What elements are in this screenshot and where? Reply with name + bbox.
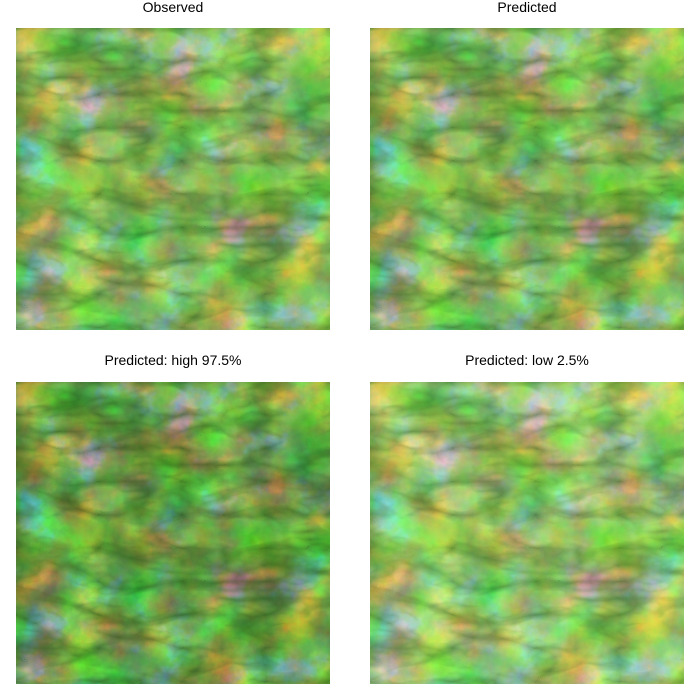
panel-title-predicted: Predicted [497, 0, 557, 15]
map-raster-observed [16, 28, 330, 330]
panel-title-predicted-high: Predicted: high 97.5% [104, 352, 242, 368]
panel-title-predicted-low: Predicted: low 2.5% [465, 352, 589, 368]
panel-title-observed: Observed [142, 0, 204, 15]
map-raster-predicted-low [370, 382, 684, 684]
map-raster-predicted-high [16, 382, 330, 684]
map-raster-predicted [370, 28, 684, 330]
